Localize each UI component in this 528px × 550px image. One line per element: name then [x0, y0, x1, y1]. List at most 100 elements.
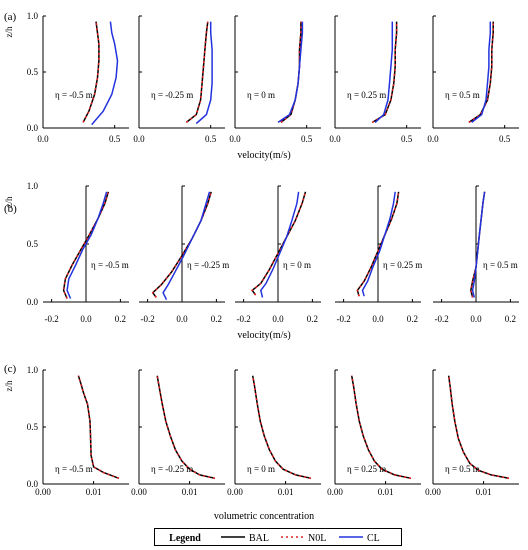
x-tick-label: 0.2 — [211, 314, 222, 324]
x-tick-label: 0.00 — [227, 487, 243, 497]
x-tick-label: 0.5 — [301, 134, 313, 144]
x-tick-label: 0.00 — [327, 487, 343, 497]
x-tick-label: 0.5 — [109, 134, 121, 144]
panel-0: (a) z/h 0.0 0.5 1.0 velocity(m/s) 0.0 0.5 η = -0… — [4, 11, 519, 161]
subplot-4: -0.2 0.0 0.2 η = 0.5 m — [433, 185, 519, 324]
x-tick-label: -0.2 — [434, 314, 448, 324]
subplot-2: 0.0 0.5 η = 0 m — [229, 15, 321, 144]
x-tick-label: 0.0 — [37, 134, 49, 144]
x-tick-label: 0.00 — [35, 487, 51, 497]
subplot-label: η = -0.25 m — [187, 260, 229, 270]
x-tick-label: 0.01 — [86, 487, 102, 497]
series-line-bal — [251, 375, 312, 480]
series-line-cl — [162, 191, 211, 301]
series-line-bal — [77, 375, 120, 480]
x-tick-label: -0.2 — [336, 314, 350, 324]
subplot-label: η = -0.5 m — [55, 464, 93, 474]
x-tick-label: 0.0 — [470, 314, 482, 324]
x-tick-label: -0.2 — [140, 314, 154, 324]
series-line-n0l — [151, 191, 212, 298]
x-axis-label: velocity(m/s) — [237, 150, 290, 161]
panel-tag: (a) — [4, 11, 17, 23]
series-line-n0l — [77, 375, 120, 480]
subplot-0: -0.2 0.0 0.2 η = -0.5 m — [43, 185, 129, 324]
series-line-cl — [471, 191, 486, 298]
y-tick-label: 0.5 — [27, 67, 39, 77]
series-line-cl — [374, 21, 394, 123]
x-tick-label: 0.0 — [80, 314, 92, 324]
x-tick-label: 0.0 — [176, 314, 188, 324]
subplot-label: η = -0.5 m — [91, 260, 129, 270]
series-line-cl — [195, 21, 213, 125]
series-line-cl — [66, 191, 108, 299]
series-line-cl — [361, 191, 396, 297]
x-tick-label: 0.01 — [476, 487, 492, 497]
subplot-label: η = 0.5 m — [483, 260, 518, 270]
y-tick-label: 0.0 — [27, 123, 39, 133]
subplot-0: 0.00 0.01 η = -0.5 m — [35, 369, 129, 497]
series-line-cl — [259, 191, 300, 298]
legend-label-n0l: N0L — [308, 533, 326, 544]
y-axis-label: z/h — [4, 196, 14, 207]
x-tick-label: 0.5 — [205, 134, 217, 144]
x-tick-label: 0.0 — [272, 314, 284, 324]
x-tick-label: 0.00 — [131, 487, 147, 497]
subplot-4: 0.00 0.01 η = 0.5 m — [425, 369, 519, 497]
series-line-n0l — [156, 375, 216, 480]
subplot-label: η = -0.25 m — [151, 464, 193, 474]
legend-title: Legend — [169, 533, 201, 544]
y-axis-label: z/h — [4, 26, 14, 37]
y-tick-label: 0.0 — [27, 479, 39, 489]
subplot-label: η = 0 m — [247, 90, 275, 100]
subplot-label: η = 0.25 m — [383, 260, 422, 270]
legend-label-bal: BAL — [249, 533, 269, 544]
x-tick-label: 0.5 — [401, 134, 413, 144]
series-line-n0l — [185, 21, 209, 124]
subplot-4: 0.0 0.5 η = 0.5 m — [427, 15, 519, 144]
series-line-n0l — [82, 21, 100, 123]
y-tick-label: 1.0 — [27, 11, 39, 21]
x-tick-label: 0.2 — [307, 314, 318, 324]
x-axis-label: volumetric concentration — [214, 511, 314, 522]
legend-label-cl: CL — [367, 533, 380, 544]
series-line-bal — [156, 375, 216, 480]
x-tick-label: 0.2 — [115, 314, 126, 324]
x-tick-label: 0.01 — [182, 487, 198, 497]
subplot-1: 0.00 0.01 η = -0.25 m — [131, 369, 225, 497]
x-tick-label: 0.01 — [278, 487, 294, 497]
x-tick-label: 0.01 — [378, 487, 394, 497]
series-line-n0l — [251, 375, 312, 480]
legend: Legend BAL N0L CL — [154, 528, 402, 546]
series-line-bal — [350, 375, 412, 480]
panel-1: (b)z/h 0.0 0.5 1.0 velocity(m/s) -0.2 0.0 0.2 η … — [4, 181, 519, 341]
series-line-bal — [251, 191, 307, 296]
y-tick-label: 1.0 — [27, 365, 39, 375]
series-line-bal — [185, 21, 209, 123]
subplot-label: η = 0.25 m — [347, 90, 386, 100]
series-line-cl — [277, 21, 304, 124]
y-tick-label: 0.5 — [27, 422, 39, 432]
subplot-label: η = 0 m — [247, 464, 275, 474]
panel-tag: (c) — [4, 363, 17, 375]
x-tick-label: -0.2 — [236, 314, 250, 324]
subplot-3: 0.00 0.01 η = 0.25 m — [327, 369, 421, 497]
x-tick-label: 0.2 — [407, 314, 418, 324]
x-tick-label: 0.0 — [329, 134, 341, 144]
series-line-n0l — [350, 375, 412, 480]
series-line-n0l — [356, 191, 400, 297]
series-line-bal — [447, 375, 510, 480]
y-tick-label: 0.5 — [27, 239, 39, 249]
series-line-cl — [91, 21, 119, 126]
subplot-label: η = 0.5 m — [445, 90, 480, 100]
subplot-label: η = 0.25 m — [347, 464, 386, 474]
x-tick-label: 0.5 — [499, 134, 511, 144]
subplot-3: -0.2 0.0 0.2 η = 0.25 m — [335, 185, 422, 324]
subplot-label: η = 0 m — [283, 260, 311, 270]
subplot-label: η = -0.5 m — [55, 90, 93, 100]
panel-tag: (b) — [4, 203, 17, 215]
series-line-cl — [471, 21, 492, 123]
subplot-1: 0.0 0.5 η = -0.25 m — [133, 15, 225, 144]
x-tick-label: 0.0 — [229, 134, 241, 144]
y-tick-label: 1.0 — [27, 181, 39, 191]
